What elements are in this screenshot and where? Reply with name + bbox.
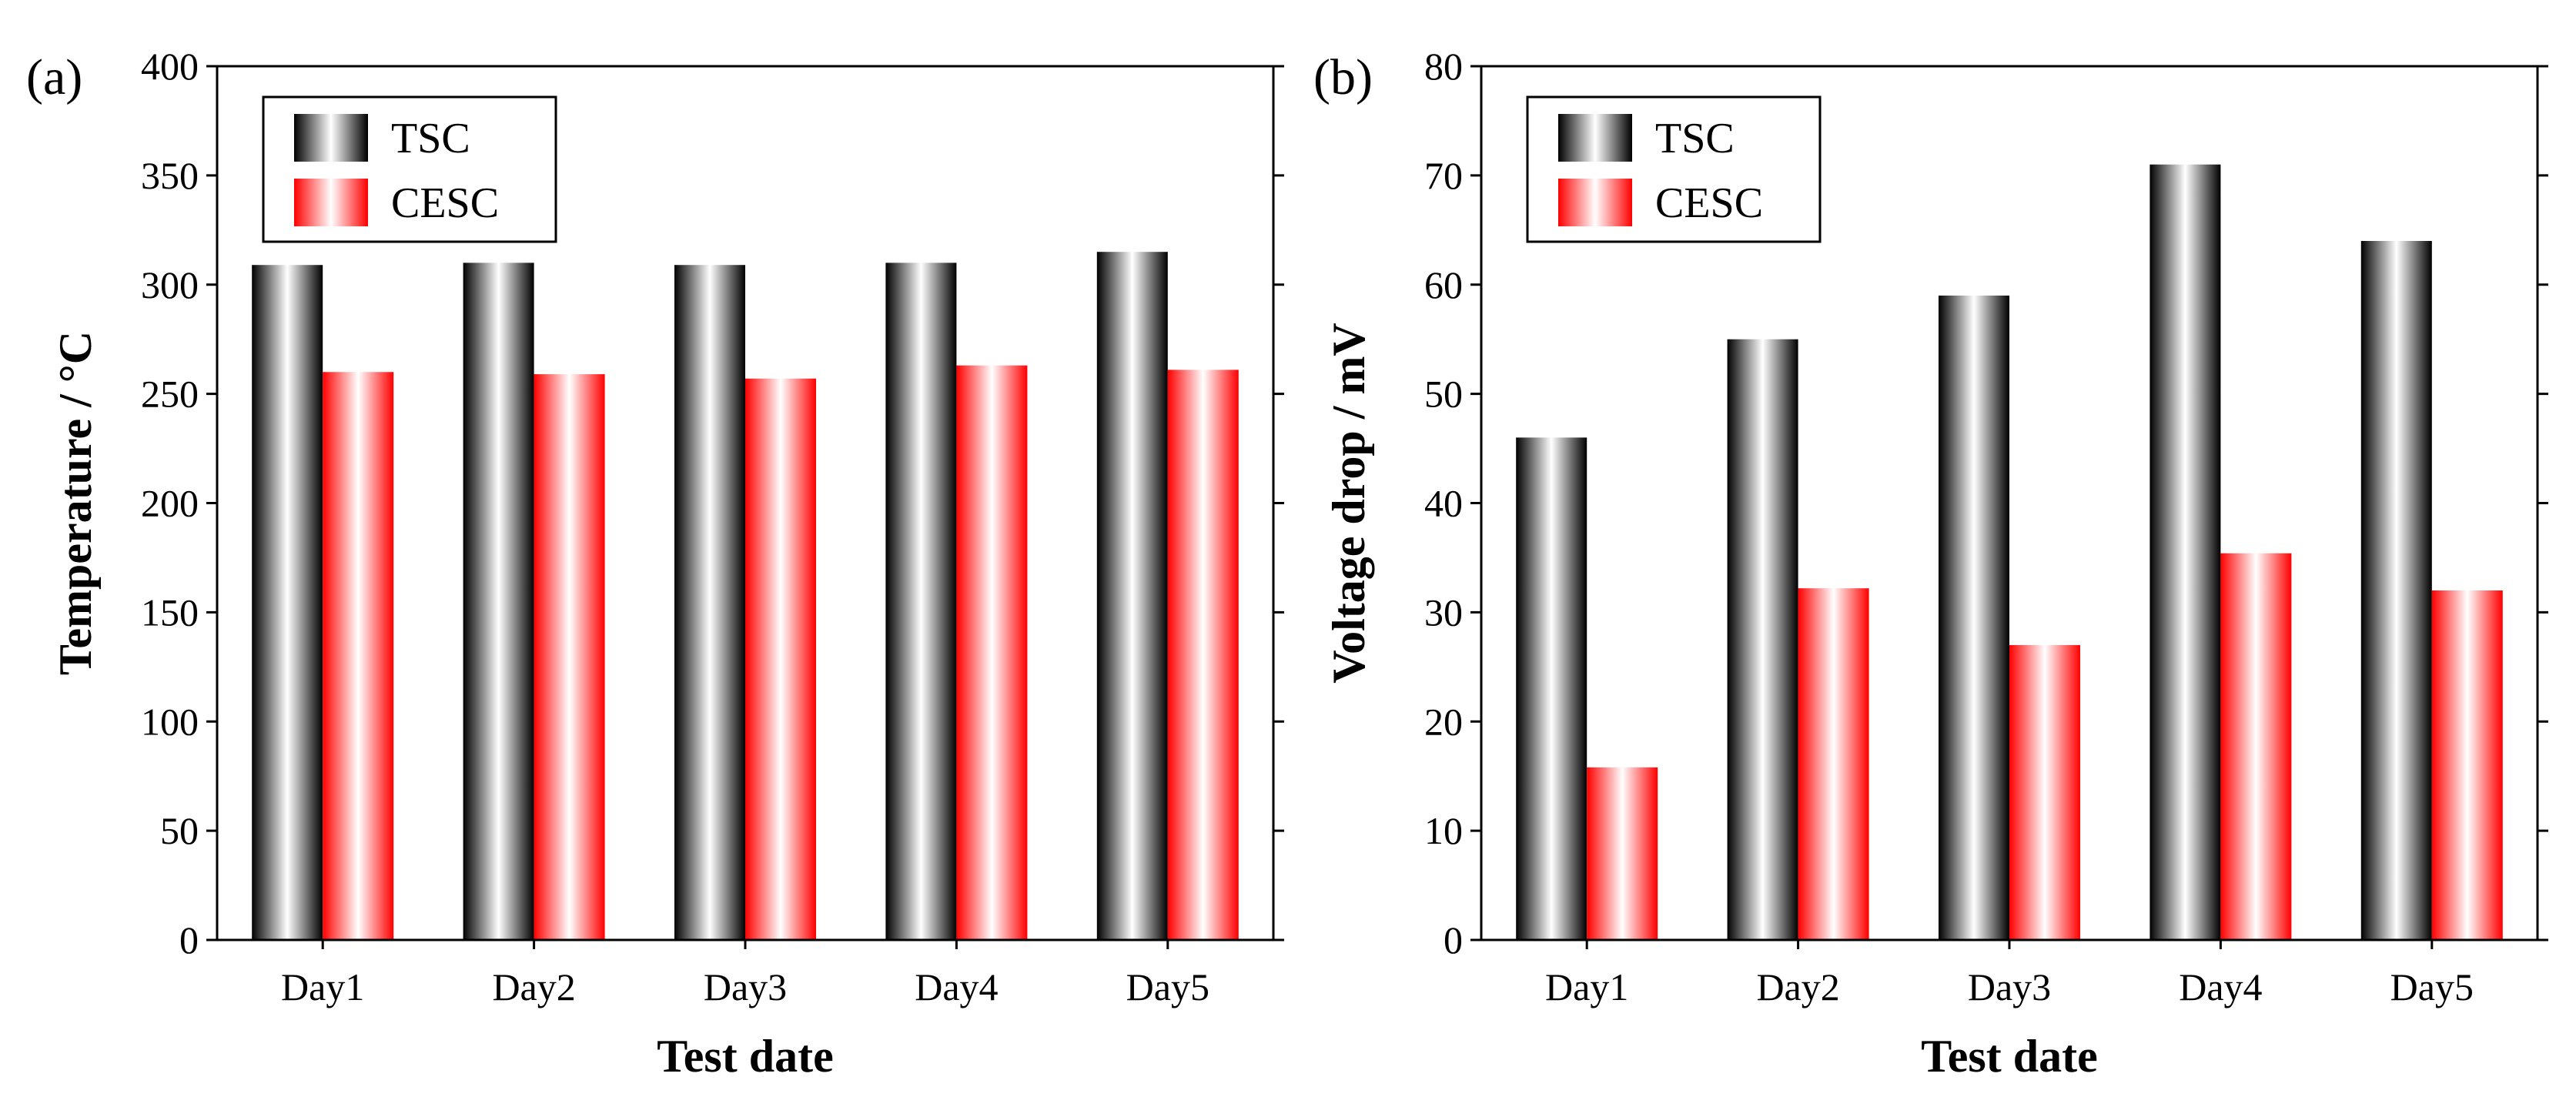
bar-cesc-day1 bbox=[323, 372, 394, 940]
bar-cesc-day3 bbox=[2009, 644, 2080, 940]
x-tick-label-day5: Day5 bbox=[1126, 965, 1209, 1008]
panel-label: (b) bbox=[1313, 49, 1373, 105]
y-tick-label: 100 bbox=[141, 700, 199, 743]
x-tick-label-day1: Day1 bbox=[281, 965, 364, 1008]
bar-tsc-day1 bbox=[252, 265, 323, 940]
y-tick-label: 50 bbox=[160, 809, 199, 852]
chart-panel-a: 0 50 100 150 200 250 300 350 400 Day1 Day2 Day3 Day4… bbox=[26, 45, 1284, 1082]
panel-label: (a) bbox=[26, 49, 82, 105]
bar-tsc-day5 bbox=[2360, 241, 2432, 940]
bar-cesc-day2 bbox=[534, 374, 605, 940]
y-tick-label: 200 bbox=[141, 482, 199, 525]
x-tick-label-day2: Day2 bbox=[492, 965, 575, 1008]
y-tick-label: 30 bbox=[1424, 590, 1463, 634]
y-tick-label: 40 bbox=[1424, 482, 1463, 525]
legend-swatch-tsc bbox=[1558, 114, 1632, 162]
y-tick-label: 300 bbox=[141, 263, 199, 306]
legend-label-tsc: TSC bbox=[391, 115, 470, 162]
bar-cesc-day5 bbox=[1167, 370, 1239, 941]
legend-label-tsc: TSC bbox=[1655, 115, 1735, 162]
y-tick-label: 400 bbox=[141, 45, 199, 88]
legend-swatch-cesc bbox=[294, 179, 368, 226]
y-tick-label: 60 bbox=[1424, 263, 1463, 306]
chart-panel-b: 0 10 20 30 40 50 60 70 80 Day1 Day2 Day3 Day4 Day5 Tes… bbox=[1313, 45, 2548, 1082]
bar-cesc-day2 bbox=[1798, 588, 1869, 940]
legend-swatch-cesc bbox=[1558, 179, 1632, 226]
y-tick-label: 50 bbox=[1424, 373, 1463, 416]
x-tick-label-day4: Day4 bbox=[915, 965, 998, 1008]
y-axis-title: Temperature / °C bbox=[50, 331, 101, 675]
y-axis-title: Voltage drop / mV bbox=[1323, 323, 1374, 683]
bar-tsc-day3 bbox=[1939, 295, 2009, 940]
legend-label-cesc: CESC bbox=[391, 179, 499, 227]
bar-cesc-day3 bbox=[745, 378, 816, 940]
y-tick-label: 70 bbox=[1424, 154, 1463, 197]
y-tick-label: 150 bbox=[141, 590, 199, 634]
x-tick-label-day3: Day3 bbox=[1968, 965, 2051, 1008]
y-tick-label: 0 bbox=[179, 918, 199, 962]
bar-cesc-day4 bbox=[2220, 553, 2292, 940]
x-tick-label-day2: Day2 bbox=[1756, 965, 1839, 1008]
bar-tsc-day5 bbox=[1096, 252, 1168, 940]
y-tick-label: 0 bbox=[1444, 918, 1463, 962]
y-tick-label: 80 bbox=[1424, 45, 1463, 88]
x-axis-title: Test date bbox=[657, 1031, 833, 1082]
legend-swatch-tsc bbox=[294, 114, 368, 162]
bar-tsc-day4 bbox=[885, 263, 957, 940]
y-tick-label: 10 bbox=[1424, 809, 1463, 852]
y-tick-label: 20 bbox=[1424, 700, 1463, 743]
bar-tsc-day4 bbox=[2149, 164, 2221, 940]
bar-tsc-day2 bbox=[1727, 339, 1798, 940]
y-tick-label: 350 bbox=[141, 154, 199, 197]
x-axis-title: Test date bbox=[1921, 1031, 2097, 1082]
x-tick-label-day4: Day4 bbox=[2179, 965, 2262, 1008]
x-tick-label-day3: Day3 bbox=[704, 965, 787, 1008]
bar-tsc-day2 bbox=[463, 263, 534, 940]
bar-cesc-day4 bbox=[956, 365, 1028, 940]
legend-label-cesc: CESC bbox=[1655, 179, 1763, 227]
y-tick-label: 250 bbox=[141, 373, 199, 416]
x-tick-label-day5: Day5 bbox=[2390, 965, 2474, 1008]
bar-cesc-day5 bbox=[2431, 590, 2503, 940]
bar-cesc-day1 bbox=[1587, 767, 1658, 940]
bar-tsc-day1 bbox=[1516, 437, 1587, 940]
x-tick-label-day1: Day1 bbox=[1545, 965, 1628, 1008]
bar-tsc-day3 bbox=[674, 265, 745, 940]
